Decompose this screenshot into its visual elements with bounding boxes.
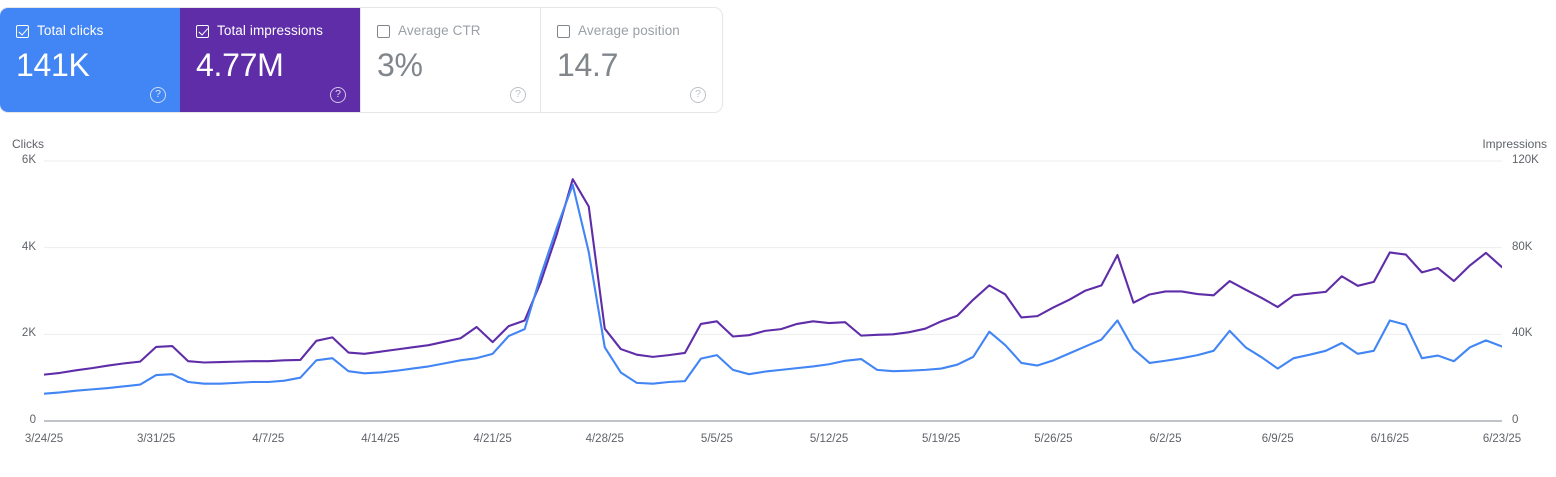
left-axis-tick-label: 6K (21, 154, 36, 166)
x-axis-tick-label: 6/16/25 (1370, 433, 1410, 445)
metric-label-average-position: Average position (578, 23, 680, 38)
x-axis-tick-label: 5/12/25 (809, 433, 849, 445)
checkbox-average-position[interactable] (557, 24, 570, 38)
metric-header: Total clicks (16, 22, 164, 40)
metric-card-total-clicks[interactable]: Total clicks 141K ? (0, 8, 180, 112)
right-axis-title: Impressions (1482, 137, 1547, 151)
left-axis-tick-label: 0 (29, 414, 36, 426)
checkbox-total-clicks[interactable] (16, 24, 29, 38)
metric-header: Average CTR (377, 22, 524, 40)
x-axis-tick-label: 4/21/25 (473, 433, 512, 445)
x-axis-ticks: 3/24/25 3/31/25 4/7/25 4/14/25 4/21/25 4/28/2… (0, 432, 1556, 456)
help-icon-average-position[interactable]: ? (690, 87, 706, 103)
metric-value-total-impressions: 4.77M (196, 47, 284, 83)
metric-header: Average position (557, 22, 704, 40)
x-axis-tick-label: 5/26/25 (1034, 433, 1073, 445)
metrics-summary-strip: Total clicks 141K ? Total impressions 4.… (0, 8, 722, 112)
x-axis-tick-label: 5/5/25 (700, 433, 733, 445)
x-axis-tick-label: 3/31/25 (136, 433, 176, 445)
metric-header: Total impressions (196, 22, 344, 40)
x-axis-tick-label: 4/28/25 (585, 433, 624, 445)
help-icon-total-impressions[interactable]: ? (330, 87, 346, 103)
right-axis-tick-label: 40K (1512, 327, 1533, 340)
right-axis-tick-label: 80K (1512, 240, 1533, 253)
x-axis-tick-label: 6/2/25 (1149, 433, 1182, 445)
x-axis-tick-label: 4/7/25 (252, 433, 285, 445)
help-icon-total-clicks[interactable]: ? (150, 87, 166, 103)
metric-label-average-ctr: Average CTR (398, 23, 481, 38)
metric-value-average-position: 14.7 (557, 47, 619, 83)
checkbox-total-impressions[interactable] (196, 24, 209, 38)
plot-area[interactable] (44, 126, 1502, 431)
checkbox-average-ctr[interactable] (377, 24, 390, 38)
left-axis-title: Clicks (12, 137, 44, 151)
metric-card-total-impressions[interactable]: Total impressions 4.77M ? (180, 8, 360, 112)
metric-label-total-clicks: Total clicks (37, 23, 104, 38)
metric-label-total-impressions: Total impressions (217, 23, 323, 38)
x-axis-tick-label: 3/24/25 (24, 433, 64, 445)
metric-value-total-clicks: 141K (16, 47, 90, 83)
line-total-clicks (44, 183, 1502, 395)
line-total-impressions (44, 178, 1502, 376)
x-axis-tick-label: 5/19/25 (922, 433, 961, 445)
right-axis-tick-label: 120K (1512, 154, 1539, 166)
x-axis-tick-label: 6/23/25 (1482, 433, 1522, 445)
x-axis-tick-label: 6/9/25 (1261, 433, 1294, 445)
gridlines (44, 160, 1502, 422)
right-axis-tick-label: 0 (1512, 414, 1519, 426)
metric-card-average-position[interactable]: Average position 14.7 ? (540, 8, 720, 112)
chart-svg (44, 160, 1502, 422)
help-icon-average-ctr[interactable]: ? (510, 87, 526, 103)
left-axis-tick-label: 2K (21, 327, 36, 340)
left-axis-tick-label: 4K (21, 240, 36, 253)
performance-chart: Clicks Impressions 0 2K 4K 6K 0 40K 80K 120K 3… (0, 126, 1556, 477)
metric-value-average-ctr: 3% (377, 47, 423, 83)
metric-card-average-ctr[interactable]: Average CTR 3% ? (360, 8, 540, 112)
x-axis-tick-label: 4/14/25 (361, 433, 400, 445)
